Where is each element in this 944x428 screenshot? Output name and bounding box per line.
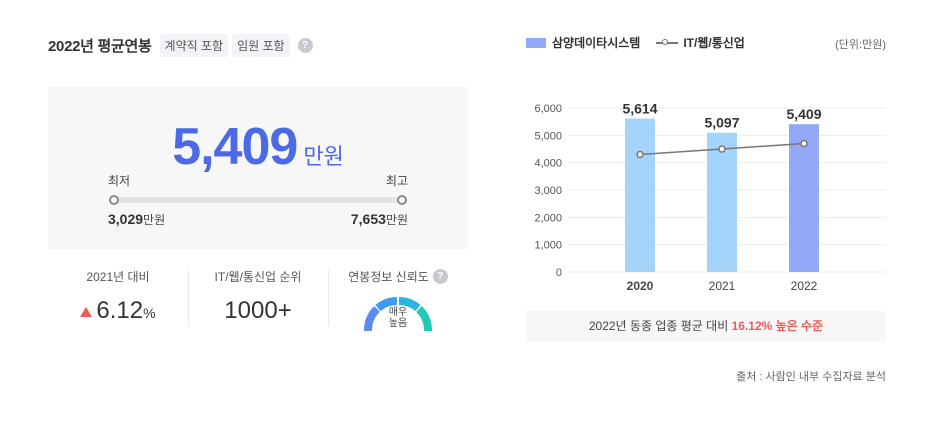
- chart-legend: 삼양데이타시스템 IT/웹/통신업: [526, 34, 745, 51]
- help-icon[interactable]: ?: [297, 38, 313, 53]
- legend-bar-swatch: [526, 37, 546, 48]
- max-label: 최고: [385, 174, 408, 188]
- bar-2021: [707, 132, 737, 272]
- legend-company: 삼양데이타시스템: [552, 36, 641, 50]
- industry-point: [718, 145, 726, 153]
- legend-line-swatch: [656, 38, 679, 45]
- bar-value-label: 5,409: [786, 106, 821, 122]
- y-tick-label: 6,000: [534, 103, 562, 115]
- min-salary-unit: 만원: [143, 213, 166, 227]
- stat-yoy-label: 2021년 대비: [86, 270, 150, 284]
- up-arrow-icon: [80, 306, 93, 317]
- max-salary-unit: 만원: [385, 213, 408, 227]
- stats-row: 2021년 대비 6.12% IT/웹/통신업 순위 1000+ 연봉정보 신뢰…: [48, 262, 468, 332]
- stat-rank: IT/웹/통신업 순위 1000+: [188, 262, 328, 332]
- min-label: 최저: [108, 174, 131, 188]
- tag-executive-included: 임원 포함: [232, 34, 290, 57]
- stat-reliability-label: 연봉정보 신뢰도: [348, 270, 429, 284]
- bar-value-label: 5,614: [622, 101, 657, 117]
- x-tick-label: 2020: [627, 279, 654, 293]
- industry-point: [800, 139, 808, 148]
- bar-2020: [625, 118, 655, 273]
- stat-yoy-value: 6.12: [96, 297, 144, 324]
- stat-rank-label: IT/웹/통신업 순위: [214, 270, 302, 284]
- chart-unit-note: (단위:만원): [835, 39, 886, 51]
- y-tick-label: 4,000: [534, 158, 562, 170]
- bar-2022: [789, 124, 819, 273]
- salary-box: 5,409 만원 최저 최고 3,029만원 7,653만원: [48, 87, 468, 249]
- y-tick-label: 5,000: [534, 130, 562, 142]
- gauge-text: 매우 높음: [362, 307, 434, 329]
- title-row: 2022년 평균연봉 계약직 포함 임원 포함 ?: [48, 34, 313, 57]
- range-max-knob: [397, 195, 407, 205]
- stat-yoy: 2021년 대비 6.12%: [48, 262, 188, 332]
- chart-panel: 삼양데이타시스템 IT/웹/통신업 (단위:만원) 0 1,000 2,000 3,0…: [526, 0, 886, 428]
- legend-industry: IT/웹/통신업: [683, 36, 745, 50]
- y-tick-label: 1,000: [534, 240, 562, 252]
- industry-point: [636, 150, 644, 159]
- summary-prefix: 2022년 동종 업종 평균 대비: [588, 319, 729, 333]
- average-salary: 5,409 만원: [48, 117, 468, 177]
- x-tick-label: 2021: [709, 279, 736, 293]
- tag-contract-included: 계약직 포함: [159, 34, 229, 57]
- x-tick-label: 2022: [791, 279, 818, 293]
- y-tick-label: 3,000: [534, 185, 562, 197]
- stat-rank-value: 1000+: [224, 297, 292, 324]
- stat-yoy-unit: %: [143, 305, 156, 321]
- average-salary-value: 5,409: [172, 118, 298, 176]
- page-title: 2022년 평균연봉: [48, 38, 152, 55]
- max-salary-value: 7,653: [350, 211, 386, 227]
- stat-reliability: 연봉정보 신뢰도 ? 매우 높음: [328, 262, 468, 332]
- gauge-text-line2: 높음: [388, 318, 408, 329]
- reliability-help-icon[interactable]: ?: [432, 269, 448, 284]
- summary-highlight: 16.12% 높은 수준: [731, 319, 824, 333]
- gauge-arc-icon: [364, 297, 432, 332]
- comparison-summary: 2022년 동종 업종 평균 대비 16.12% 높은 수준: [526, 311, 886, 341]
- salary-chart: 0 1,000 2,000 3,000 4,000 5,000 6,000 5,614 2020…: [534, 101, 886, 293]
- y-tick-label: 0: [556, 267, 562, 279]
- average-salary-unit: 만원: [303, 144, 344, 169]
- min-salary: 3,029만원: [108, 211, 165, 228]
- gauge-text-line1: 매우: [388, 307, 408, 318]
- salary-summary-panel: 2022년 평균연봉 계약직 포함 임원 포함 ? 5,409 만원 최저 최고 …: [48, 0, 468, 428]
- stat-reliability-label-row: 연봉정보 신뢰도 ?: [328, 268, 468, 285]
- salary-range-track: [114, 197, 402, 203]
- min-salary-value: 3,029: [108, 211, 144, 227]
- bar-value-label: 5,097: [704, 115, 739, 131]
- range-min-knob: [109, 195, 119, 205]
- max-salary: 7,653만원: [351, 211, 408, 228]
- source-note: 출처 : 사람인 내부 수집자료 분석: [736, 371, 886, 383]
- stat-yoy-value-wrap: 6.12%: [48, 297, 188, 325]
- y-tick-label: 2,000: [534, 212, 562, 224]
- reliability-gauge: 매우 높음: [362, 293, 434, 333]
